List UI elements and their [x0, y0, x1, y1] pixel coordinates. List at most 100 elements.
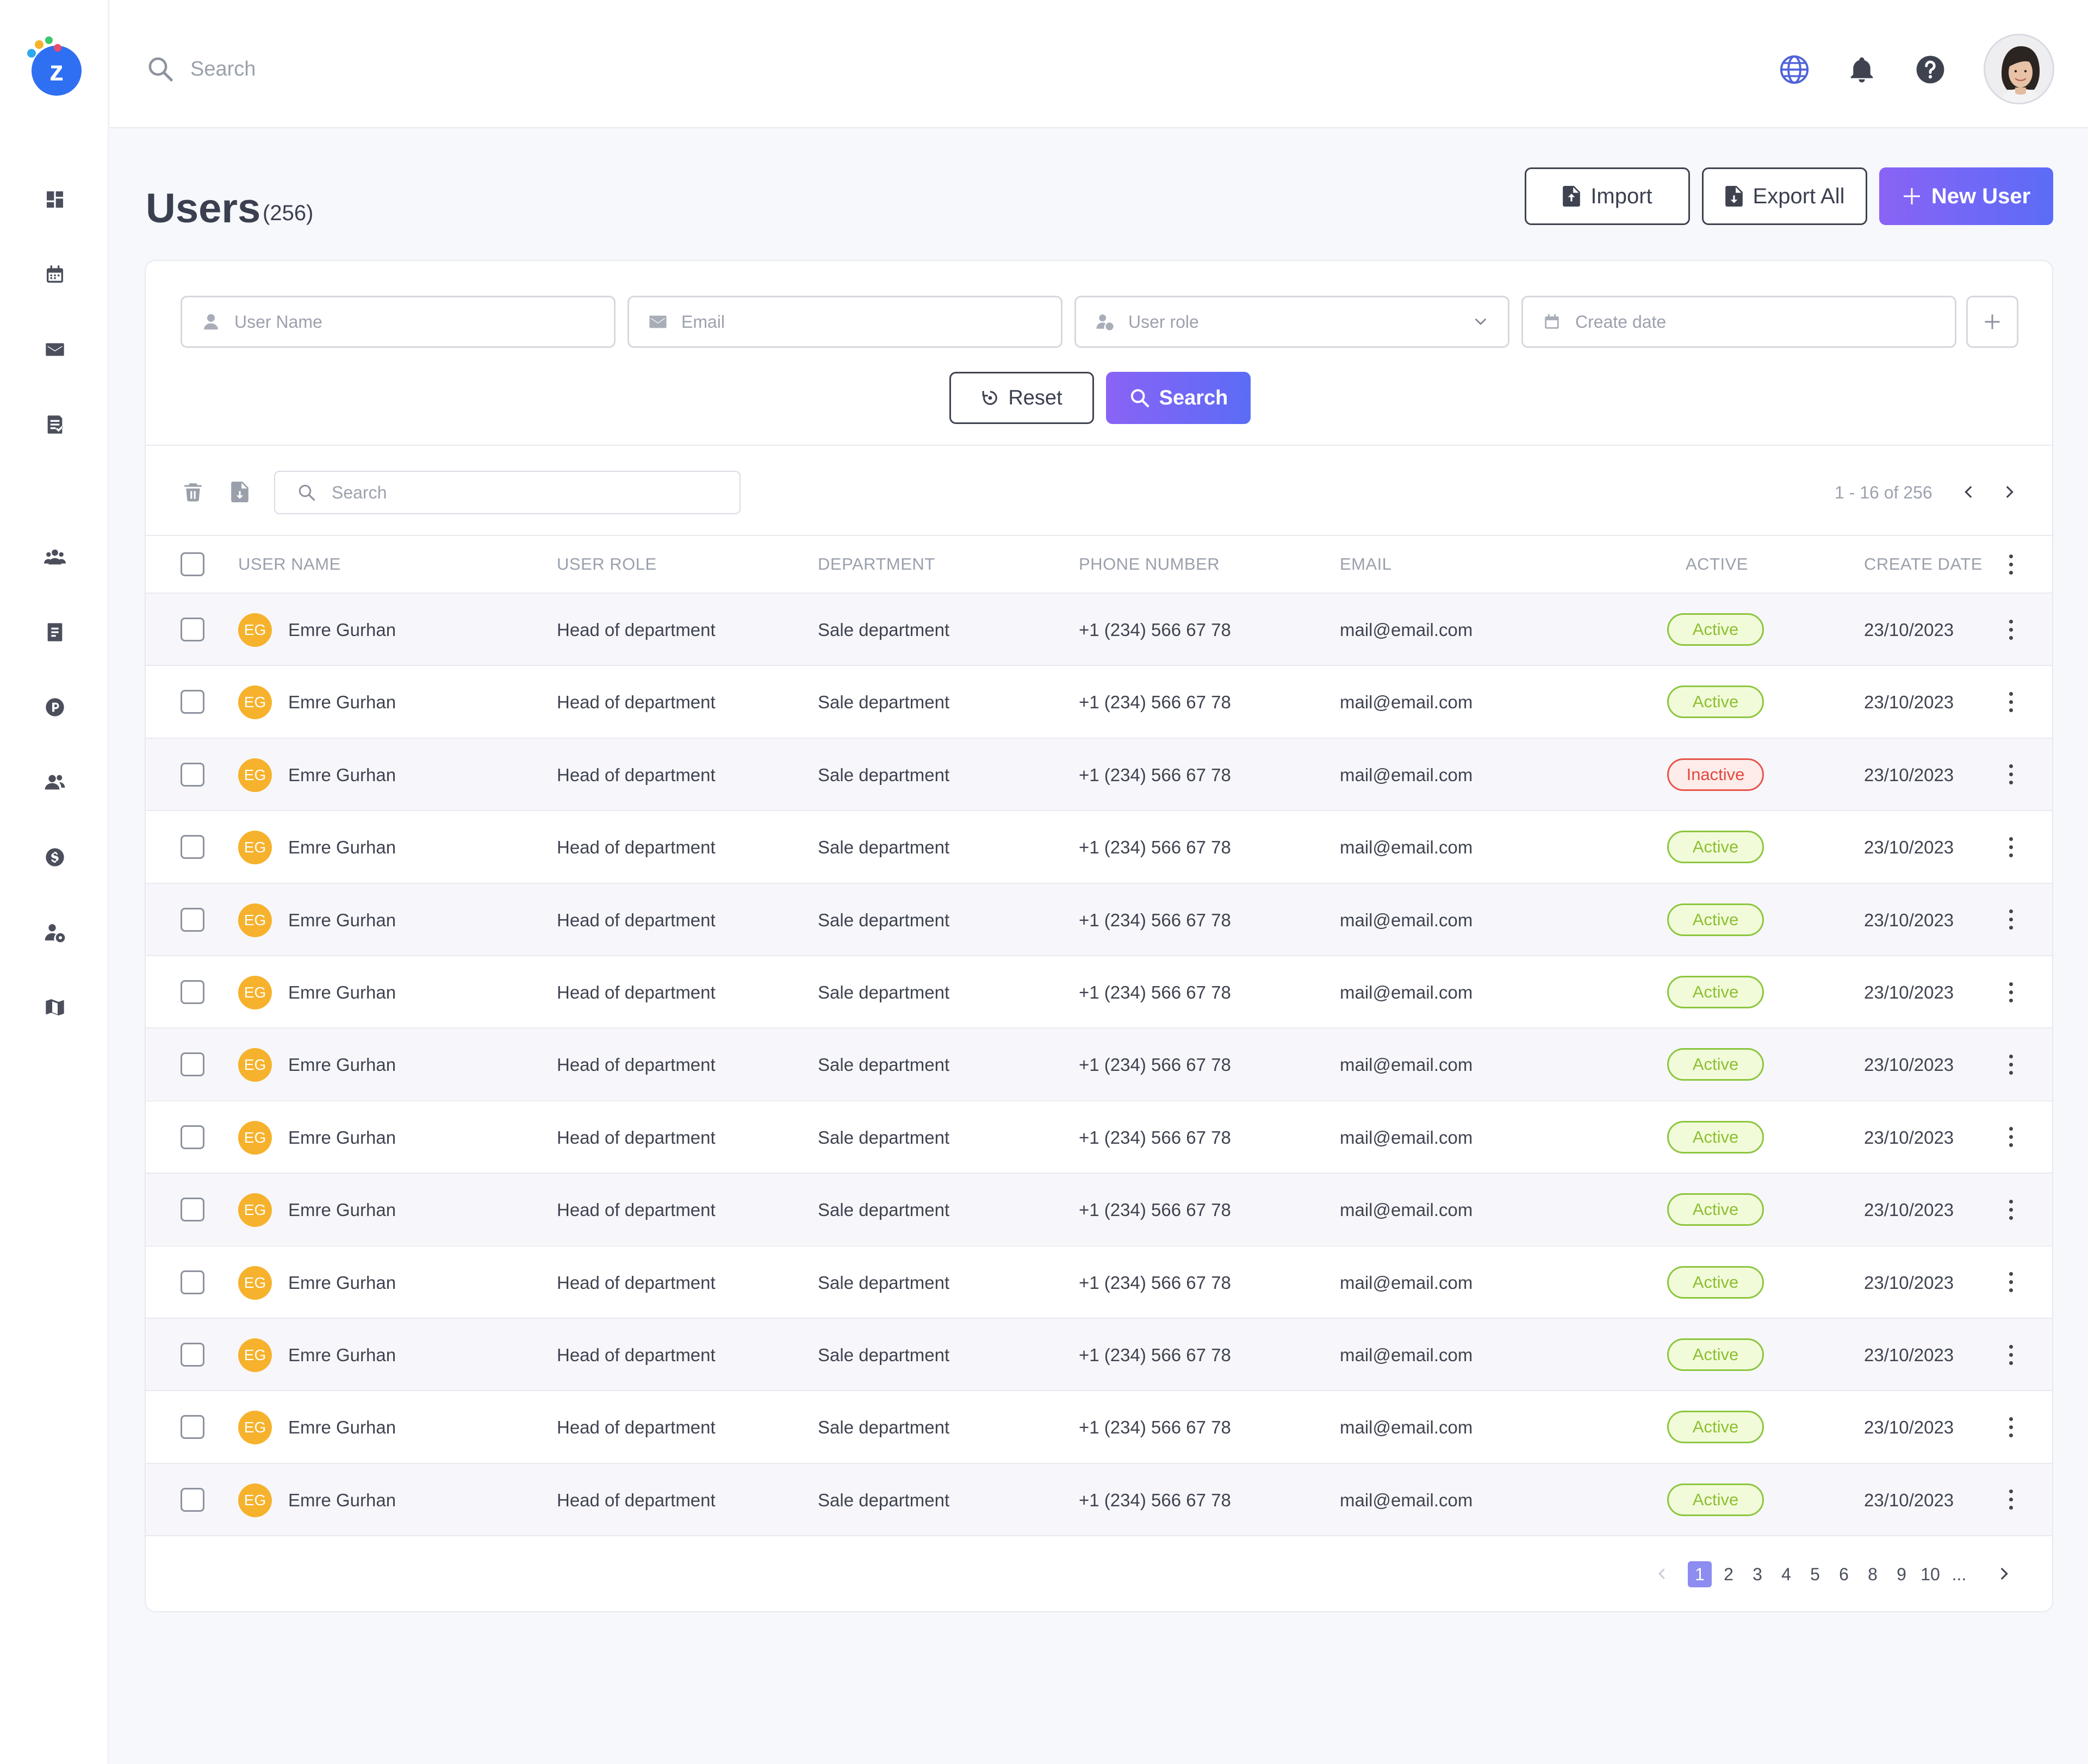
- sidebar-item-contacts[interactable]: [41, 769, 69, 796]
- row-actions-button[interactable]: [2000, 1338, 2022, 1371]
- row-checkbox[interactable]: [181, 1487, 204, 1512]
- user-name-cell[interactable]: Emre Gurhan: [288, 1489, 396, 1510]
- sidebar-item-user-settings[interactable]: [41, 919, 69, 946]
- language-button[interactable]: [1777, 52, 1812, 87]
- row-checkbox[interactable]: [181, 1270, 204, 1294]
- column-header-create-date[interactable]: CREATE DATE: [1864, 554, 1983, 574]
- row-actions-button[interactable]: [2000, 1483, 2022, 1516]
- user-name-cell[interactable]: Emre Gurhan: [288, 1127, 396, 1148]
- global-search-input[interactable]: [190, 52, 571, 86]
- sidebar-item-parking[interactable]: [41, 694, 69, 721]
- page-number[interactable]: 4: [1781, 1564, 1791, 1584]
- select-all-checkbox[interactable]: [181, 552, 204, 576]
- column-options-button[interactable]: [2000, 548, 2022, 581]
- reset-button[interactable]: Reset: [949, 372, 1094, 424]
- sidebar-item-users[interactable]: [41, 544, 69, 571]
- sidebar-item-mail[interactable]: [41, 336, 69, 363]
- row-checkbox[interactable]: [181, 1198, 204, 1222]
- row-checkbox[interactable]: [181, 835, 204, 859]
- user-name-cell[interactable]: Emre Gurhan: [288, 620, 396, 640]
- page-number[interactable]: 8: [1868, 1564, 1878, 1584]
- table-row[interactable]: EG Emre Gurhan Head of department Sale depa…: [146, 737, 2052, 810]
- add-filter-button[interactable]: [1966, 296, 2018, 348]
- filter-email[interactable]: Email: [627, 296, 1062, 348]
- prev-page-button[interactable]: [1954, 477, 1984, 507]
- export-selected-button[interactable]: [226, 478, 253, 506]
- column-header-user-name[interactable]: USER NAME: [238, 554, 341, 574]
- app-logo[interactable]: z: [23, 34, 88, 99]
- row-checkbox[interactable]: [181, 1125, 204, 1149]
- table-row[interactable]: EG Emre Gurhan Head of department Sale depa…: [146, 810, 2052, 882]
- table-row[interactable]: EG Emre Gurhan Head of department Sale depa…: [146, 1100, 2052, 1173]
- table-row[interactable]: EG Emre Gurhan Head of department Sale depa…: [146, 1462, 2052, 1535]
- column-header-active[interactable]: ACTIVE: [1686, 554, 1748, 574]
- sidebar-item-map[interactable]: [41, 994, 69, 1021]
- search-button[interactable]: Search: [1106, 372, 1251, 424]
- row-checkbox[interactable]: [181, 1343, 204, 1367]
- filter-user-role[interactable]: User role: [1074, 296, 1509, 348]
- user-name-cell[interactable]: Emre Gurhan: [288, 764, 396, 785]
- row-actions-button[interactable]: [2000, 758, 2022, 791]
- new-user-button[interactable]: New User: [1879, 167, 2053, 225]
- next-page-button[interactable]: [1994, 477, 2024, 507]
- row-actions-button[interactable]: [2000, 613, 2022, 646]
- table-row[interactable]: EG Emre Gurhan Head of department Sale depa…: [146, 665, 2052, 737]
- table-row[interactable]: EG Emre Gurhan Head of department Sale depa…: [146, 955, 2052, 1027]
- page-number[interactable]: 3: [1753, 1564, 1762, 1584]
- user-name-cell[interactable]: Emre Gurhan: [288, 1055, 396, 1075]
- table-row[interactable]: EG Emre Gurhan Head of department Sale depa…: [146, 593, 2052, 665]
- table-search-input[interactable]: [332, 482, 712, 503]
- table-row[interactable]: EG Emre Gurhan Head of department Sale depa…: [146, 1318, 2052, 1390]
- row-actions-button[interactable]: [2000, 831, 2022, 863]
- pagination-prev-button[interactable]: [1648, 1559, 1677, 1588]
- table-row[interactable]: EG Emre Gurhan Head of department Sale depa…: [146, 1245, 2052, 1318]
- page-number[interactable]: 9: [1897, 1564, 1906, 1584]
- row-checkbox[interactable]: [181, 618, 204, 641]
- row-checkbox[interactable]: [181, 907, 204, 932]
- row-checkbox[interactable]: [181, 690, 204, 714]
- user-name-cell[interactable]: Emre Gurhan: [288, 692, 396, 713]
- row-actions-button[interactable]: [2000, 976, 2022, 1008]
- row-actions-button[interactable]: [2000, 685, 2022, 718]
- row-actions-button[interactable]: [2000, 1048, 2022, 1081]
- user-name-cell[interactable]: Emre Gurhan: [288, 982, 396, 1002]
- sidebar-item-dashboard[interactable]: [41, 186, 69, 213]
- page-number[interactable]: 6: [1839, 1564, 1849, 1584]
- row-checkbox[interactable]: [181, 980, 204, 1004]
- help-button[interactable]: [1913, 52, 1948, 87]
- sidebar-item-calendar[interactable]: [41, 261, 69, 288]
- row-actions-button[interactable]: [2000, 1266, 2022, 1299]
- page-number[interactable]: 5: [1810, 1564, 1820, 1584]
- filter-create-date[interactable]: Create date: [1521, 296, 1956, 348]
- user-name-cell[interactable]: Emre Gurhan: [288, 909, 396, 930]
- page-number[interactable]: 10: [1921, 1564, 1940, 1584]
- user-avatar[interactable]: [1984, 34, 2054, 104]
- export-all-button[interactable]: Export All: [1702, 167, 1867, 225]
- import-button[interactable]: Import: [1525, 167, 1690, 225]
- row-checkbox[interactable]: [181, 1415, 204, 1439]
- row-actions-button[interactable]: [2000, 1193, 2022, 1226]
- table-search[interactable]: [274, 471, 741, 514]
- page-number[interactable]: 1: [1688, 1561, 1712, 1587]
- user-name-cell[interactable]: Emre Gurhan: [288, 1200, 396, 1220]
- sidebar-item-documents[interactable]: [41, 619, 69, 646]
- row-actions-button[interactable]: [2000, 1121, 2022, 1154]
- pagination-next-button[interactable]: [1989, 1559, 2018, 1588]
- user-name-cell[interactable]: Emre Gurhan: [288, 837, 396, 858]
- table-row[interactable]: EG Emre Gurhan Head of department Sale depa…: [146, 882, 2052, 955]
- user-name-cell[interactable]: Emre Gurhan: [288, 1345, 396, 1365]
- user-name-cell[interactable]: Emre Gurhan: [288, 1417, 396, 1438]
- notifications-button[interactable]: [1844, 52, 1879, 87]
- table-row[interactable]: EG Emre Gurhan Head of department Sale depa…: [146, 1173, 2052, 1245]
- column-header-user-role[interactable]: USER ROLE: [557, 554, 657, 574]
- table-row[interactable]: EG Emre Gurhan Head of department Sale depa…: [146, 1027, 2052, 1100]
- filter-user-name[interactable]: User Name: [181, 296, 616, 348]
- page-number[interactable]: 2: [1724, 1564, 1733, 1584]
- row-checkbox[interactable]: [181, 762, 204, 787]
- delete-button[interactable]: [179, 478, 207, 506]
- row-actions-button[interactable]: [2000, 903, 2022, 936]
- column-header-email[interactable]: EMAIL: [1340, 554, 1392, 574]
- table-row[interactable]: EG Emre Gurhan Head of department Sale depa…: [146, 1390, 2052, 1462]
- column-header-phone-number[interactable]: PHONE NUMBER: [1079, 554, 1220, 574]
- sidebar-item-tasks[interactable]: [41, 411, 69, 438]
